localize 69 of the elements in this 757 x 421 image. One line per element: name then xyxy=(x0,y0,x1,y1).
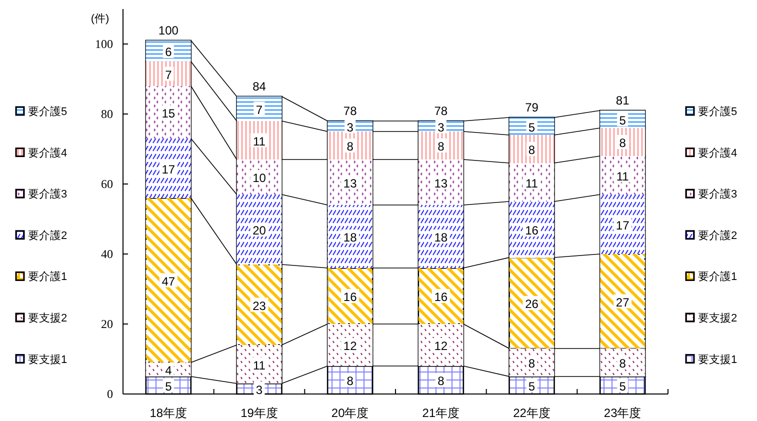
x-tick-label: 23年度 xyxy=(604,406,642,420)
data-label: 5 xyxy=(528,120,536,134)
data-label: 23 xyxy=(252,298,266,313)
data-label: 6 xyxy=(165,45,172,59)
data-label: 16 xyxy=(343,290,358,304)
y-tick-label: 100 xyxy=(95,37,113,51)
data-label: 8 xyxy=(619,356,626,370)
data-label: 8 xyxy=(438,374,445,388)
data-label: 4 xyxy=(165,364,172,378)
legend-label: 要介護3 xyxy=(698,188,738,201)
data-label: 8 xyxy=(346,140,354,154)
y-tick-label: 60 xyxy=(101,177,113,191)
data-label: 12 xyxy=(434,339,448,353)
data-label: 18 xyxy=(343,230,358,244)
legend-label: 要支援2 xyxy=(698,312,738,324)
data-label: 3 xyxy=(438,120,445,134)
data-label: 11 xyxy=(616,169,630,184)
total-label: 78 xyxy=(434,104,448,118)
data-label: 17 xyxy=(162,162,176,176)
data-label: 7 xyxy=(165,68,172,82)
data-label: 5 xyxy=(165,379,172,394)
y-tick-label: 20 xyxy=(101,317,113,331)
total-label: 100 xyxy=(158,24,179,38)
data-label: 15 xyxy=(162,106,176,120)
data-label: 3 xyxy=(346,120,354,134)
data-label: 20 xyxy=(252,224,266,238)
data-label: 11 xyxy=(526,176,538,190)
x-tick-label: 21年度 xyxy=(422,406,460,420)
data-label: 11 xyxy=(253,358,266,372)
y-axis-title: (件) xyxy=(90,13,110,25)
data-label: 8 xyxy=(528,143,536,157)
data-label: 13 xyxy=(343,176,358,190)
data-label: 8 xyxy=(438,140,445,154)
data-label: 18 xyxy=(434,230,448,244)
data-label: 26 xyxy=(525,297,539,311)
data-label: 12 xyxy=(343,339,358,353)
legend-label: 要介護2 xyxy=(698,228,738,242)
legend-duplicate: 要介護5 要介護4 要介護3 要介護2 要介護1 要支援2 要支援1 xyxy=(15,106,68,366)
legend-label: 要介護1 xyxy=(698,270,738,284)
y-tick-label: 40 xyxy=(101,247,113,261)
data-label: 13 xyxy=(434,176,448,190)
data-label: 16 xyxy=(525,224,539,238)
data-label: 10 xyxy=(252,171,266,185)
y-tick-label: 0 xyxy=(107,387,113,401)
data-label: 47 xyxy=(162,274,176,288)
y-tick-label: 80 xyxy=(101,107,113,121)
data-label: 8 xyxy=(528,356,536,370)
x-tick-label: 18年度 xyxy=(150,406,188,420)
data-label: 8 xyxy=(346,374,354,388)
data-label: 27 xyxy=(616,295,630,310)
total-label: 79 xyxy=(525,100,539,114)
legend-label: 要介護5 xyxy=(698,105,738,118)
data-label: 7 xyxy=(256,102,263,117)
data-label: 5 xyxy=(528,379,536,394)
data-label: 3 xyxy=(256,382,263,397)
data-label: 17 xyxy=(616,218,630,232)
data-label: 5 xyxy=(619,113,626,128)
legend-label: 要介護4 xyxy=(698,146,738,160)
x-tick-label: 22年度 xyxy=(513,406,550,420)
total-label: 84 xyxy=(252,80,266,94)
x-tick-label: 19年度 xyxy=(240,406,278,420)
x-tick-label: 20年度 xyxy=(331,406,369,420)
total-label: 78 xyxy=(343,104,358,118)
data-label: 8 xyxy=(619,136,626,150)
legend-label: 要支援1 xyxy=(698,352,738,366)
data-label: 5 xyxy=(619,379,626,394)
data-label: 16 xyxy=(434,290,448,304)
total-label: 81 xyxy=(616,94,630,108)
data-label: 11 xyxy=(253,134,266,148)
